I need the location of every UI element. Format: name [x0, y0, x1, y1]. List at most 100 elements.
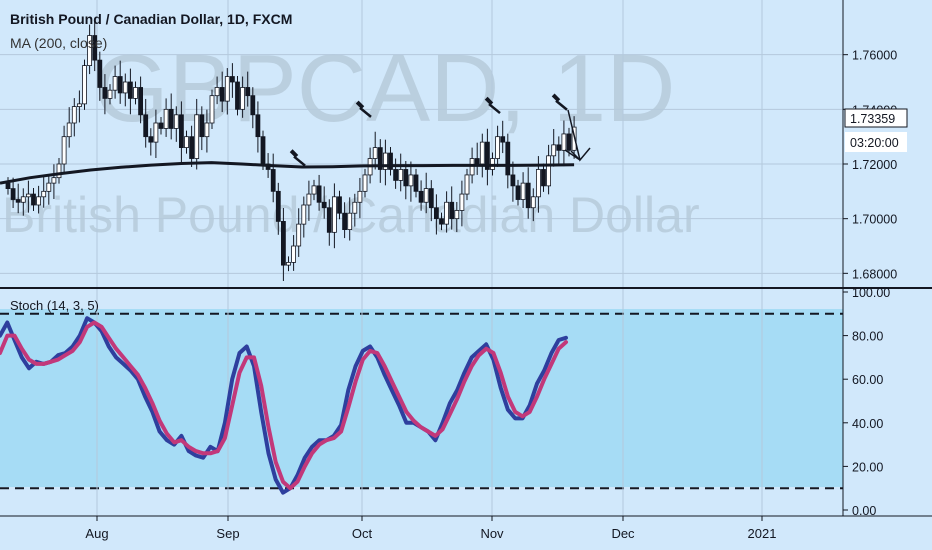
candle — [311, 179, 317, 201]
candle — [133, 81, 138, 105]
candle — [189, 125, 195, 168]
grid — [0, 0, 843, 516]
candle — [117, 60, 123, 104]
candle — [347, 197, 353, 241]
candle-body — [10, 188, 16, 200]
candle — [428, 180, 434, 222]
stoch-axis[interactable]: 0.00 20.00 40.00 60.00 80.00 100.00 — [843, 286, 890, 518]
candle — [372, 131, 378, 170]
candle-body — [352, 201, 358, 214]
candle — [199, 106, 205, 151]
candle — [551, 129, 557, 167]
candle — [561, 120, 567, 167]
time-axis[interactable]: Aug Sep Oct Nov Dec 2021 — [85, 516, 776, 541]
hammer-icon — [289, 149, 306, 167]
candle-body — [199, 114, 205, 138]
candle-body — [143, 114, 149, 138]
candle-body — [163, 108, 169, 129]
candle-body — [464, 174, 470, 195]
candle — [31, 188, 36, 212]
candle — [173, 106, 179, 142]
annotations — [289, 93, 591, 167]
candle — [393, 158, 399, 189]
stoch-d-line — [0, 320, 568, 491]
candle — [398, 153, 404, 192]
candle — [25, 180, 31, 213]
candle-body — [306, 193, 312, 206]
candle-body — [388, 152, 393, 170]
hammer-head — [484, 96, 494, 106]
candle-body — [204, 122, 210, 138]
candle — [219, 71, 225, 113]
candle — [515, 179, 521, 206]
candle-body — [525, 182, 531, 209]
candle-body — [102, 87, 108, 99]
candle — [352, 193, 358, 227]
candle-body — [153, 122, 159, 143]
candle-body — [148, 136, 154, 143]
candle-body — [77, 103, 82, 108]
candle — [408, 161, 414, 202]
candle-body — [530, 196, 536, 209]
price-tick-label: 1.70000 — [852, 213, 897, 227]
candle-body — [479, 141, 485, 165]
hammer-handle — [293, 155, 306, 167]
candle — [209, 89, 215, 130]
candle-body — [250, 95, 256, 116]
candle — [439, 212, 444, 231]
candle-body — [184, 136, 189, 149]
candle-body — [433, 207, 439, 220]
hammer-icon — [484, 96, 501, 115]
candle-body — [556, 144, 562, 151]
candle — [566, 127, 572, 157]
candle — [10, 177, 16, 209]
candle-body — [87, 35, 92, 66]
candle-body — [331, 196, 337, 233]
candle — [377, 139, 383, 183]
candle — [194, 98, 200, 170]
candle — [46, 174, 52, 205]
candle — [357, 177, 363, 219]
watermark-symbol: GBPCAD, 1D — [94, 35, 675, 142]
candle — [127, 68, 133, 115]
stoch-legend: Stoch (14, 3, 5) — [10, 298, 99, 313]
candle-body — [36, 196, 41, 206]
candle-body — [382, 152, 388, 170]
candle-body — [546, 155, 551, 187]
candle — [270, 153, 276, 203]
candle-body — [515, 185, 521, 200]
candle-body — [71, 106, 77, 124]
candle — [97, 51, 103, 101]
candle-body — [551, 144, 557, 157]
last-price-value: 1.73359 — [850, 112, 895, 126]
candle-body — [418, 190, 424, 203]
candle — [556, 136, 562, 164]
candle-body — [240, 87, 246, 110]
candle-body — [270, 169, 276, 192]
candle — [418, 180, 424, 211]
time-tick-label: Oct — [352, 526, 373, 541]
watermark: GBPCAD, 1D British Pound / Canadian Doll… — [2, 35, 700, 243]
candle — [321, 186, 327, 219]
price-tick-label: 1.68000 — [852, 267, 897, 281]
time-tick-label: 2021 — [748, 526, 777, 541]
candle — [342, 202, 348, 239]
candle-body — [413, 174, 419, 192]
candle — [20, 188, 26, 216]
candle — [77, 90, 82, 123]
candle-body — [280, 220, 286, 266]
candle — [184, 130, 189, 154]
candle-body — [326, 207, 332, 233]
ma-200-polyline — [0, 161, 575, 185]
candle — [224, 68, 230, 115]
candle-body — [510, 174, 516, 187]
stoch-tick-label: 20.00 — [852, 460, 883, 474]
hammer-icon — [551, 93, 568, 111]
candle-body — [571, 126, 577, 151]
candle-body — [561, 133, 567, 151]
candle — [459, 180, 465, 227]
candle — [61, 125, 67, 173]
ma-legend: MA (200, close) — [10, 35, 108, 51]
